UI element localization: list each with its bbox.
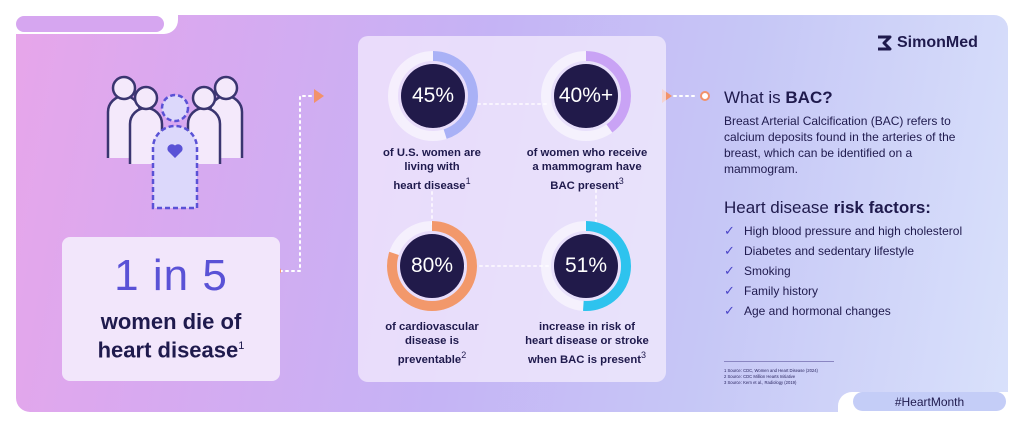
stat-45-caption-line3: heart disease bbox=[393, 179, 466, 192]
source-3: 3 Source: Kern et al., Radiology (2019) bbox=[724, 380, 797, 385]
stat-40-caption-line2: a mammogram have bbox=[532, 161, 642, 173]
bac-heading: What is BAC? bbox=[724, 88, 833, 108]
risk-item-label: Family history bbox=[744, 284, 819, 298]
stat-40-caption-line3: BAC present bbox=[550, 179, 619, 192]
stat-40-circle: 40%+ bbox=[554, 64, 618, 128]
ring-40-arc bbox=[541, 51, 631, 141]
stat-40-caption: of women who receive a mammogram have BA… bbox=[512, 146, 662, 193]
stat-45-caption-line2: living with bbox=[404, 161, 460, 173]
heart-icon bbox=[167, 144, 183, 158]
headline-caption: women die of heart disease1 bbox=[62, 309, 280, 362]
stat-45-caption-line1: of U.S. women are bbox=[383, 147, 481, 159]
sources-footnotes: 1 Source: CDC, Women and Heart Disease (… bbox=[724, 361, 834, 386]
connector-headline-to-panel bbox=[279, 95, 319, 272]
stat-45-footnote: 1 bbox=[465, 176, 471, 186]
headline-footnote: 1 bbox=[238, 340, 245, 352]
stat-51-caption-line1: increase in risk of bbox=[538, 321, 636, 333]
ring-80-arc bbox=[387, 221, 477, 311]
check-icon: ✓ bbox=[724, 283, 735, 298]
stat-45-caption: of U.S. women are living with heart dise… bbox=[363, 146, 501, 193]
check-icon: ✓ bbox=[724, 243, 735, 258]
risk-item-label: High blood pressure and high cholesterol bbox=[744, 224, 963, 238]
check-icon: ✓ bbox=[724, 223, 735, 238]
stat-45-circle: 45% bbox=[401, 64, 465, 128]
hashtag-badge: #HeartMonth bbox=[853, 392, 1006, 411]
stat-51-footnote: 3 bbox=[640, 350, 646, 360]
risk-item-label: Age and hormonal changes bbox=[744, 304, 891, 318]
bac-heading-prefix: What is bbox=[724, 88, 786, 107]
risk-list: ✓ High blood pressure and high cholestero… bbox=[724, 223, 994, 323]
risk-heading: Heart disease risk factors: bbox=[724, 198, 931, 218]
headline-stat-card: 1 in 5 women die of heart disease1 bbox=[62, 237, 280, 381]
source-1: 1 Source: CDC, Women and Heart Disease (… bbox=[724, 368, 818, 373]
bac-dot bbox=[700, 91, 710, 101]
headline-stat: 1 in 5 bbox=[114, 251, 228, 300]
bac-description: Breast Arterial Calcification (BAC) refe… bbox=[724, 114, 956, 176]
risk-item: ✓ Diabetes and sedentary lifestyle bbox=[724, 243, 994, 259]
check-icon: ✓ bbox=[724, 303, 735, 318]
headline-caption-line1: women die of bbox=[100, 309, 242, 334]
risk-item-label: Smoking bbox=[744, 264, 791, 278]
headline-caption-line2: heart disease bbox=[97, 337, 239, 363]
stat-80-caption-line1: of cardiovascular bbox=[385, 321, 479, 333]
stat-51-caption: increase in risk of heart disease or str… bbox=[512, 320, 662, 367]
risk-item: ✓ Smoking bbox=[724, 263, 994, 279]
ring-45-arc bbox=[388, 51, 478, 141]
risk-item: ✓ Family history bbox=[724, 283, 994, 299]
stat-40-caption-line1: of women who receive bbox=[526, 147, 648, 159]
check-icon: ✓ bbox=[724, 263, 735, 278]
risk-item-label: Diabetes and sedentary lifestyle bbox=[744, 244, 915, 258]
stat-80-caption-line3: preventable bbox=[397, 353, 462, 366]
source-2: 2 Source: CDC Million Hearts Initiative bbox=[724, 374, 796, 379]
stat-80-footnote: 2 bbox=[461, 350, 467, 360]
stat-80-caption-line2: disease is bbox=[404, 335, 459, 347]
stat-80-caption: of cardiovascular disease is preventable… bbox=[363, 320, 501, 367]
risk-item: ✓ High blood pressure and high cholestero… bbox=[724, 223, 994, 239]
simonmed-logo-icon bbox=[878, 35, 892, 51]
stat-80-circle: 80% bbox=[400, 234, 464, 298]
stat-51-caption-line3: when BAC is present bbox=[527, 353, 641, 366]
bac-heading-bold: BAC? bbox=[785, 88, 833, 107]
stat-40-footnote: 3 bbox=[618, 176, 624, 186]
risk-heading-prefix: Heart disease bbox=[724, 198, 834, 217]
top-tab-bar bbox=[16, 16, 164, 32]
simonmed-logo: SimonMed bbox=[875, 34, 978, 52]
risk-item: ✓ Age and hormonal changes bbox=[724, 303, 994, 319]
women-group-icon bbox=[106, 75, 244, 210]
risk-heading-bold: risk factors: bbox=[833, 198, 931, 217]
ring-51-arc bbox=[541, 221, 631, 311]
stat-51-circle: 51% bbox=[554, 234, 618, 298]
brand-name: SimonMed bbox=[897, 34, 978, 51]
arrow-to-panel-icon bbox=[314, 89, 324, 103]
stat-51-caption-line2: heart disease or stroke bbox=[525, 335, 649, 347]
